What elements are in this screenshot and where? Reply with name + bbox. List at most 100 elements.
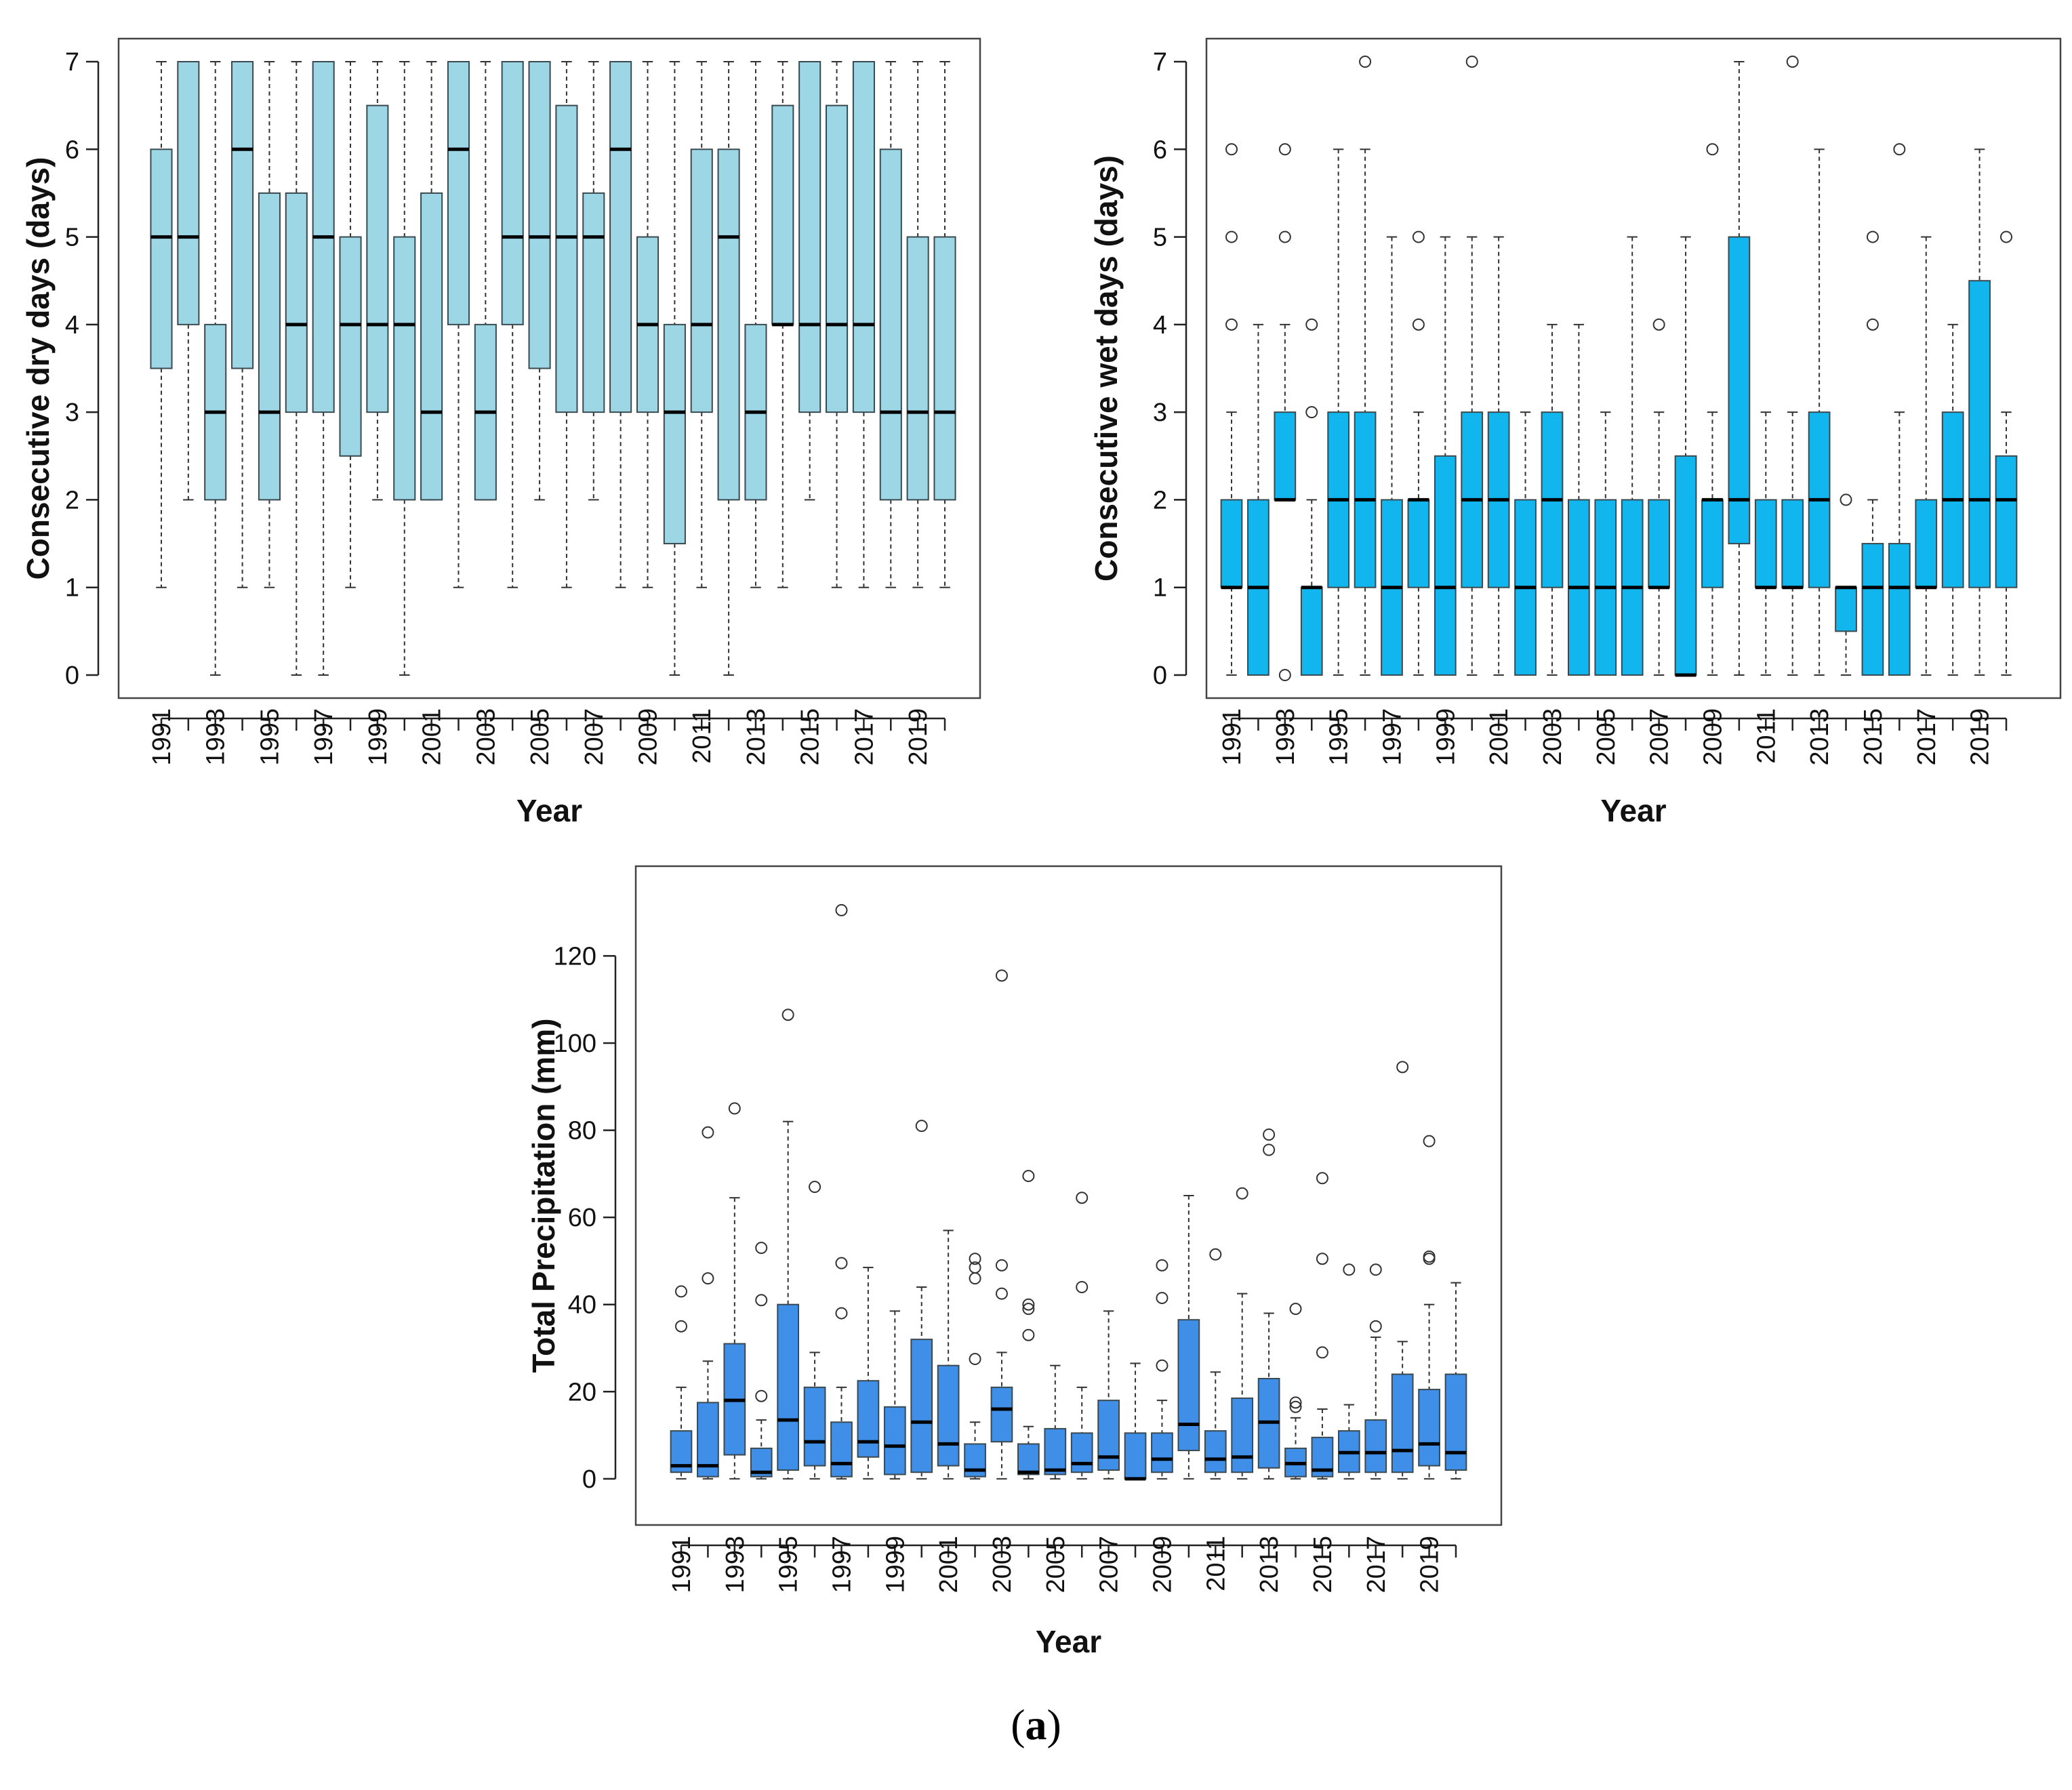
x-tick-label: 1993 bbox=[721, 1536, 750, 1593]
x-tick-label: 2001 bbox=[418, 708, 447, 766]
y-tick-label: 4 bbox=[1153, 311, 1167, 340]
box-2003 bbox=[474, 61, 497, 501]
box-body bbox=[1915, 499, 1938, 588]
box-body bbox=[1231, 1397, 1254, 1473]
box-2012 bbox=[717, 61, 740, 676]
box-body bbox=[906, 236, 929, 501]
outlier-point bbox=[1076, 1192, 1089, 1204]
box-body bbox=[1968, 280, 1991, 588]
box-body bbox=[420, 192, 443, 501]
box-1999 bbox=[1434, 236, 1457, 676]
x-tick-label: 2001 bbox=[935, 1536, 963, 1593]
outlier-point bbox=[728, 1102, 741, 1115]
outlier-point bbox=[1706, 143, 1719, 156]
box-2000 bbox=[910, 1120, 933, 1480]
outlier-point bbox=[1263, 1143, 1276, 1156]
box-1996 bbox=[803, 1181, 826, 1480]
box-body bbox=[1220, 499, 1243, 588]
y-tick-label: 120 bbox=[554, 942, 596, 971]
outlier-point bbox=[755, 1294, 768, 1307]
box-body bbox=[1070, 1432, 1093, 1473]
box-body bbox=[1995, 455, 2018, 588]
outlier-point bbox=[1840, 493, 1852, 506]
box-2017 bbox=[852, 61, 875, 588]
y-tick-label: 1 bbox=[1153, 574, 1167, 603]
box-2018 bbox=[1941, 323, 1964, 676]
box-body bbox=[1364, 1419, 1387, 1473]
x-tick-label: 2019 bbox=[1966, 708, 1995, 766]
chart-total-precipitation: 0 20 40 60 80 100 120 1991 1993 1995 1997 1999 2001 2… bbox=[526, 865, 1503, 1659]
box-2001 bbox=[420, 61, 443, 501]
x-axis-title: Year bbox=[516, 793, 582, 828]
x-tick-label: 2013 bbox=[742, 708, 771, 766]
box-2013 bbox=[1257, 1128, 1280, 1480]
outlier-point bbox=[995, 969, 1008, 982]
outlier-point bbox=[1412, 230, 1425, 243]
box-2010 bbox=[1728, 61, 1751, 676]
box-2019 bbox=[1968, 148, 1991, 676]
box-1999 bbox=[366, 61, 389, 501]
x-tick-label: 2019 bbox=[1416, 1536, 1444, 1593]
box-1993 bbox=[204, 61, 227, 676]
box-1992 bbox=[1247, 323, 1269, 676]
box-2011 bbox=[690, 61, 713, 588]
outlier-point bbox=[1076, 1281, 1089, 1293]
box-2016 bbox=[1337, 1263, 1360, 1480]
y-tick-label: 5 bbox=[65, 224, 79, 252]
y-tick-label: 6 bbox=[1153, 136, 1167, 164]
box-body bbox=[501, 61, 524, 325]
box-1997 bbox=[830, 903, 853, 1480]
box-2008 bbox=[609, 61, 632, 588]
box-body bbox=[1888, 543, 1911, 676]
box-body bbox=[1674, 455, 1697, 676]
box-body bbox=[285, 192, 308, 413]
box-1992 bbox=[177, 61, 200, 501]
box-body bbox=[717, 148, 740, 501]
box-body bbox=[1418, 1389, 1440, 1467]
box-body bbox=[883, 1406, 906, 1476]
box-body bbox=[1017, 1443, 1040, 1476]
outlier-point bbox=[1652, 318, 1665, 331]
box-2002 bbox=[447, 61, 470, 588]
box-2014 bbox=[1284, 1303, 1307, 1480]
box-2005 bbox=[1594, 411, 1617, 676]
box-1991 bbox=[150, 61, 173, 588]
y-tick-label: 0 bbox=[582, 1465, 596, 1494]
box-body bbox=[1835, 586, 1857, 632]
outlier-point bbox=[969, 1272, 981, 1285]
box-2008 bbox=[1674, 236, 1697, 677]
x-tick-label: 2013 bbox=[1255, 1536, 1284, 1593]
x-tick-label: 1997 bbox=[310, 708, 338, 766]
outlier-point bbox=[995, 1259, 1008, 1272]
outlier-point bbox=[675, 1320, 687, 1333]
box-body bbox=[857, 1380, 880, 1458]
outlier-point bbox=[969, 1353, 981, 1366]
x-tick-label: 1997 bbox=[1378, 708, 1406, 766]
box-2009 bbox=[1151, 1259, 1173, 1480]
box-1998 bbox=[1407, 230, 1430, 676]
outlier-point bbox=[969, 1261, 981, 1274]
outlier-point bbox=[1225, 230, 1238, 243]
x-tick-label: 1993 bbox=[202, 708, 230, 766]
plot-frame bbox=[634, 865, 1503, 1526]
outlier-point bbox=[1225, 318, 1238, 331]
y-tick-label: 5 bbox=[1153, 224, 1167, 252]
box-1994 bbox=[231, 61, 254, 588]
outlier-point bbox=[1316, 1172, 1328, 1185]
x-axis-title: Year bbox=[1036, 1624, 1101, 1659]
y-tick-label: 4 bbox=[65, 311, 79, 340]
outlier-point bbox=[915, 1120, 928, 1133]
outlier-point bbox=[1022, 1298, 1035, 1311]
x-tick-label: 1995 bbox=[775, 1536, 803, 1593]
box-2000 bbox=[393, 61, 416, 676]
y-tick-label: 0 bbox=[1153, 662, 1167, 690]
outlier-point bbox=[1156, 1292, 1169, 1305]
box-body bbox=[1701, 499, 1724, 588]
x-tick-label: 2015 bbox=[1309, 1536, 1337, 1593]
box-body bbox=[1781, 499, 1804, 588]
box-2000 bbox=[1461, 56, 1484, 676]
box-body bbox=[258, 192, 281, 501]
outlier-point bbox=[702, 1272, 714, 1285]
box-body bbox=[339, 236, 362, 457]
outlier-point bbox=[1343, 1263, 1356, 1276]
